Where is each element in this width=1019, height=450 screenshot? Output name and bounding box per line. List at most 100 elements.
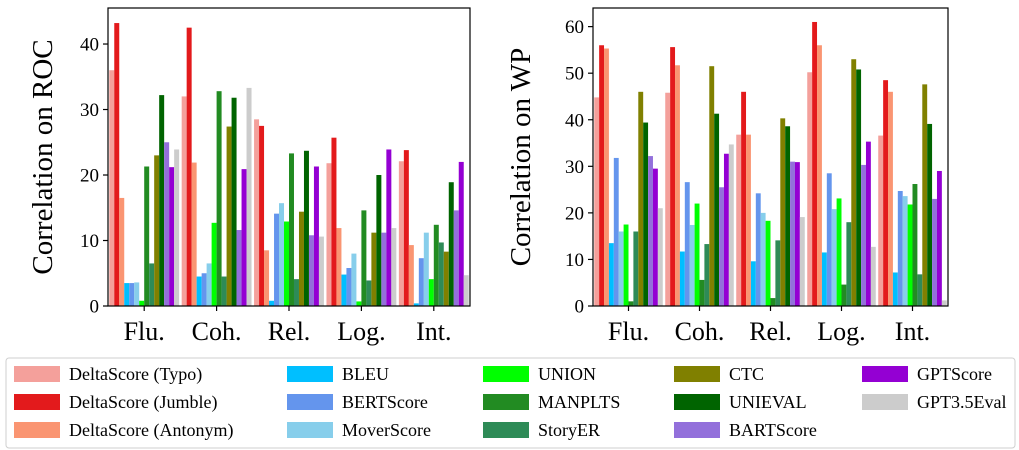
bar-ctc-1	[709, 66, 715, 306]
bar-bartscore-3	[381, 232, 387, 306]
legend: DeltaScore (Typo) DeltaScore (Jumble) Delt…	[5, 357, 1016, 449]
bar-deltascore-antonym--0	[119, 197, 125, 306]
bar-deltascore-typo--4	[398, 161, 404, 306]
bar-ctc-0	[154, 155, 160, 306]
legend-label: UNIEVAL	[729, 392, 807, 412]
bar-moverscore-4	[902, 196, 908, 306]
legend-label: BARTScore	[729, 420, 817, 440]
legend-swatch	[483, 366, 529, 382]
bar-gptscore-3	[386, 149, 392, 306]
legend-swatch	[674, 422, 720, 438]
bar-unieval-4	[927, 123, 933, 306]
legend-swatch	[14, 394, 60, 410]
bar-bleu-0	[608, 243, 614, 306]
bar-union-1	[694, 203, 700, 306]
bar-bertscore-1	[684, 182, 690, 306]
legend-swatch	[14, 422, 60, 438]
x-tick-label: Int.	[895, 317, 930, 346]
bar-gptscore-2	[313, 166, 319, 306]
bar-ctc-3	[371, 232, 377, 306]
bar-deltascore-typo--3	[807, 72, 813, 306]
bar-union-1	[211, 222, 217, 306]
bar-ctc-2	[298, 211, 304, 306]
bar-ctc-0	[638, 91, 644, 306]
bar-unieval-2	[785, 126, 791, 307]
legend-swatch	[483, 394, 529, 410]
bar-unieval-2	[303, 150, 309, 306]
bar-gpt3-5eval-3	[391, 228, 397, 306]
bar-bartscore-0	[648, 156, 653, 306]
bar-storyer-2	[293, 279, 299, 306]
bar-deltascore-jumble--0	[114, 23, 120, 307]
bar-bleu-4	[892, 272, 898, 306]
bar-deltascore-typo--4	[878, 135, 884, 306]
bar-bleu-2	[750, 261, 756, 306]
bar-bertscore-2	[274, 213, 280, 306]
bar-gptscore-4	[458, 161, 464, 306]
bar-union-4	[428, 279, 434, 306]
bar-bartscore-1	[236, 230, 242, 306]
legend-swatch	[14, 366, 60, 382]
legend-label: DeltaScore (Jumble)	[69, 392, 217, 413]
bar-storyer-0	[633, 231, 639, 306]
y-tick-label: 40	[565, 110, 584, 131]
bar-gpt3-5eval-0	[174, 149, 180, 306]
bar-deltascore-jumble--1	[186, 27, 192, 307]
bar-bleu-0	[124, 283, 130, 306]
bar-deltascore-antonym--1	[191, 162, 197, 306]
bar-manplts-0	[144, 166, 150, 306]
y-tick-label: 30	[80, 100, 99, 121]
legend-label: GPTScore	[917, 364, 992, 384]
bar-gpt3-5eval-1	[246, 87, 252, 307]
bar-deltascore-antonym--0	[604, 48, 609, 306]
bar-storyer-4	[917, 274, 923, 306]
bar-deltascore-antonym--4	[408, 245, 414, 306]
bar-bartscore-2	[308, 235, 314, 306]
y-axis-label: Correlation on WP	[505, 48, 537, 267]
x-tick-label: Rel.	[749, 317, 792, 346]
bar-moverscore-2	[760, 212, 766, 307]
bar-union-3	[836, 198, 842, 306]
bar-deltascore-typo--3	[326, 163, 332, 306]
bar-union-0	[623, 224, 629, 306]
x-tick-label: Log.	[817, 317, 865, 346]
bar-bleu-4	[413, 303, 419, 306]
bar-bertscore-0	[613, 157, 619, 306]
bar-gpt3-5eval-1	[728, 144, 734, 306]
bar-gpt3-5eval-3	[870, 246, 876, 306]
bar-deltascore-jumble--2	[259, 125, 265, 306]
bar-storyer-1	[704, 244, 710, 306]
x-tick-label: Flu.	[608, 317, 649, 346]
y-tick-label: 10	[565, 250, 584, 271]
bar-deltascore-typo--0	[109, 70, 115, 306]
y-tick-label: 50	[565, 64, 584, 85]
y-tick-label: 20	[80, 166, 99, 187]
legend-label: MANPLTS	[538, 392, 620, 412]
bar-manplts-2	[289, 153, 294, 306]
bar-bleu-3	[821, 252, 827, 306]
y-tick-label: 60	[565, 17, 584, 38]
bar-moverscore-0	[618, 231, 624, 306]
y-tick-label: 20	[565, 203, 584, 224]
bar-deltascore-antonym--3	[817, 45, 822, 306]
bar-manplts-1	[216, 91, 222, 307]
bar-storyer-1	[221, 276, 227, 306]
bar-bartscore-0	[164, 142, 170, 306]
bar-deltascore-jumble--3	[331, 137, 337, 306]
bar-bleu-2	[269, 300, 275, 306]
bar-unieval-0	[159, 95, 165, 306]
bar-gptscore-0	[169, 167, 175, 306]
bar-moverscore-1	[206, 263, 212, 306]
x-tick-label: Flu.	[124, 317, 165, 346]
bar-union-2	[765, 220, 771, 306]
bar-moverscore-0	[134, 282, 140, 306]
bar-manplts-3	[841, 284, 847, 306]
x-tick-label: Coh.	[675, 317, 725, 346]
bar-deltascore-jumble--1	[670, 47, 676, 307]
bar-gpt3-5eval-0	[657, 208, 663, 306]
legend-label: UNION	[538, 364, 596, 384]
x-tick-label: Log.	[337, 317, 385, 346]
bar-manplts-0	[628, 301, 634, 306]
bar-bertscore-2	[755, 193, 761, 306]
